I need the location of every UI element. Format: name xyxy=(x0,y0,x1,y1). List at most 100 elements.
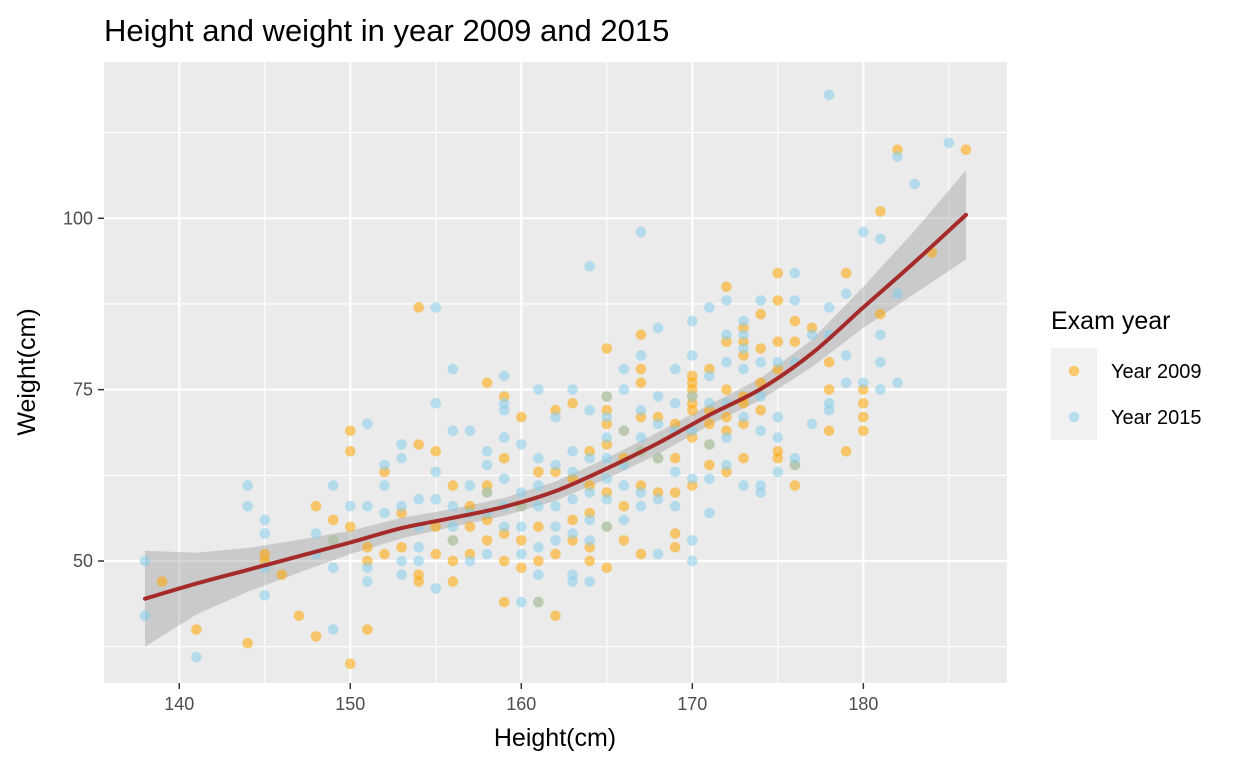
point-year-2015 xyxy=(738,329,749,341)
point-year-2015 xyxy=(601,411,613,423)
point-year-2015 xyxy=(362,418,373,430)
point-year-2015 xyxy=(327,562,339,574)
point-year-2015 xyxy=(242,480,253,491)
point-year-2015 xyxy=(430,466,442,478)
x-tick-label: 150 xyxy=(335,694,365,714)
point-year-2015 xyxy=(533,596,544,608)
point-year-2009 xyxy=(310,631,322,642)
point-year-2015 xyxy=(601,521,613,532)
point-year-2009 xyxy=(533,466,544,478)
point-year-2009 xyxy=(858,425,869,437)
point-year-2015 xyxy=(823,404,835,416)
point-year-2009 xyxy=(396,542,407,553)
point-year-2015 xyxy=(669,500,681,512)
point-year-2015 xyxy=(652,548,664,560)
point-year-2015 xyxy=(310,528,322,539)
point-year-2015 xyxy=(858,226,869,238)
x-tick-label: 170 xyxy=(677,694,707,714)
point-year-2015 xyxy=(789,459,801,471)
legend-label-year-2009: Year 2009 xyxy=(1111,361,1201,383)
point-year-2015 xyxy=(806,418,818,430)
point-year-2015 xyxy=(755,425,766,437)
point-year-2015 xyxy=(875,233,886,245)
point-year-2015 xyxy=(704,370,715,382)
point-year-2015 xyxy=(618,384,630,395)
plot-panel xyxy=(104,62,1007,683)
point-year-2009 xyxy=(413,576,425,587)
point-year-2015 xyxy=(413,494,425,505)
point-year-2009 xyxy=(823,356,835,368)
point-year-2015 xyxy=(738,315,749,327)
point-year-2015 xyxy=(447,363,459,375)
point-year-2015 xyxy=(669,466,681,478)
point-year-2009 xyxy=(345,658,356,670)
point-year-2015 xyxy=(601,473,613,485)
point-year-2015 xyxy=(498,404,510,416)
point-year-2015 xyxy=(840,377,852,389)
point-year-2009 xyxy=(310,500,322,512)
legend-label-year-2015: Year 2015 xyxy=(1111,407,1201,429)
x-axis-title: Height(cm) xyxy=(494,724,616,752)
point-year-2009 xyxy=(327,514,339,526)
point-year-2015 xyxy=(396,555,407,567)
point-year-2009 xyxy=(721,281,732,293)
confidence-band xyxy=(145,170,966,647)
point-year-2009 xyxy=(430,521,442,532)
point-year-2015 xyxy=(704,473,715,485)
point-year-2009 xyxy=(687,404,698,416)
point-year-2015 xyxy=(943,137,955,149)
point-year-2015 xyxy=(379,459,390,471)
point-year-2009 xyxy=(345,521,356,532)
point-year-2015 xyxy=(584,404,595,416)
point-year-2009 xyxy=(618,535,630,546)
point-year-2015 xyxy=(823,302,835,313)
point-year-2015 xyxy=(618,480,630,491)
point-year-2015 xyxy=(738,480,749,491)
point-year-2015 xyxy=(516,596,527,608)
point-year-2015 xyxy=(858,377,869,389)
point-year-2015 xyxy=(584,487,595,498)
point-year-2009 xyxy=(772,267,784,279)
point-year-2015 xyxy=(755,356,766,368)
point-year-2009 xyxy=(669,487,681,498)
point-year-2015 xyxy=(498,521,510,532)
y-tick-label: 75 xyxy=(73,380,93,400)
point-year-2015 xyxy=(567,384,578,395)
point-year-2015 xyxy=(550,535,561,546)
point-year-2009 xyxy=(567,398,578,409)
point-year-2015 xyxy=(721,459,732,471)
point-year-2015 xyxy=(704,507,715,519)
point-year-2009 xyxy=(533,555,544,567)
point-year-2015 xyxy=(652,494,664,505)
point-year-2009 xyxy=(447,555,459,567)
point-year-2015 xyxy=(413,542,425,553)
point-year-2015 xyxy=(396,439,407,450)
point-year-2015 xyxy=(362,576,373,587)
point-year-2009 xyxy=(823,384,835,395)
point-year-2009 xyxy=(704,459,715,471)
point-year-2015 xyxy=(687,391,698,402)
point-year-2015 xyxy=(687,350,698,361)
point-year-2009 xyxy=(755,308,766,320)
point-year-2015 xyxy=(635,226,647,238)
y-tick-label: 50 xyxy=(73,551,93,571)
point-year-2015 xyxy=(430,583,442,594)
point-year-2015 xyxy=(601,391,613,402)
point-year-2009 xyxy=(704,418,715,430)
point-year-2015 xyxy=(139,555,151,567)
point-year-2015 xyxy=(704,302,715,313)
point-year-2015 xyxy=(687,555,698,567)
point-year-2015 xyxy=(379,507,390,519)
point-year-2009 xyxy=(550,610,561,622)
point-year-2015 xyxy=(755,487,766,498)
point-year-2009 xyxy=(772,295,784,306)
point-year-2015 xyxy=(447,535,459,546)
point-year-2015 xyxy=(516,521,527,532)
point-year-2015 xyxy=(567,466,578,478)
point-year-2009 xyxy=(156,576,168,587)
point-year-2015 xyxy=(447,521,459,532)
point-year-2015 xyxy=(327,624,339,635)
axis-ticks: 140 150 160 170 180 50 75 100 xyxy=(63,208,878,714)
point-year-2009 xyxy=(430,446,442,457)
